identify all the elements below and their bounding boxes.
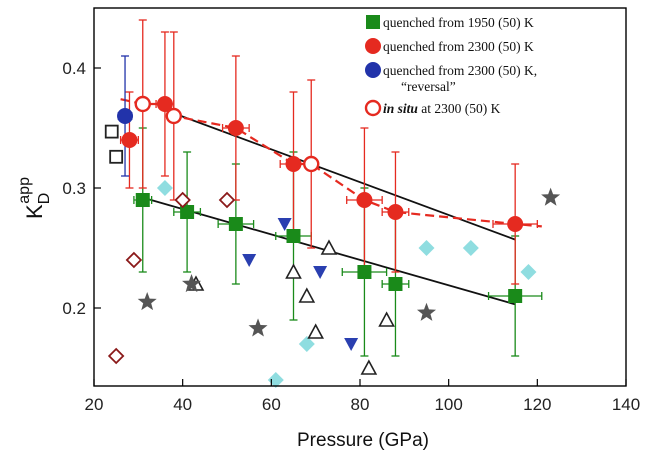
data-point-circle xyxy=(356,192,373,208)
x-axis-title: Pressure (GPa) xyxy=(297,430,429,451)
data-point-open-square xyxy=(104,124,119,139)
y-tick-label: 0.3 xyxy=(62,179,86,198)
x-tick-label: 60 xyxy=(262,395,281,414)
data-point-open-triangle xyxy=(285,263,302,279)
data-point-open-circle xyxy=(134,95,151,113)
data-point-triangle-down xyxy=(344,338,359,351)
data-point-star xyxy=(416,302,437,321)
legend-marker-open-circle xyxy=(364,99,382,117)
legend-entry-text: in situ at 2300 (50) K xyxy=(383,101,501,116)
data-point-square xyxy=(508,289,523,303)
markers-layer xyxy=(104,95,561,388)
data-point-circle xyxy=(117,108,134,124)
legend-entry-text-line2: “reversal” xyxy=(401,79,456,94)
data-point-circle xyxy=(507,216,524,232)
data-point-circle xyxy=(285,156,302,172)
data-point-square xyxy=(357,265,372,279)
legend-entry-text: quenched from 2300 (50) K, xyxy=(383,63,537,78)
x-tick-label: 40 xyxy=(173,395,192,414)
data-point-open-triangle xyxy=(360,359,378,375)
data-point-open-diamond xyxy=(125,251,143,269)
data-point-open-diamond xyxy=(107,347,125,365)
data-point-diamond xyxy=(418,240,435,256)
data-point-square xyxy=(286,229,301,243)
y-tick-label: 0.2 xyxy=(62,299,86,318)
data-point-square xyxy=(135,193,150,207)
data-point-triangle-down xyxy=(242,254,257,267)
data-point-circle xyxy=(156,96,173,112)
data-point-open-triangle xyxy=(307,323,325,339)
data-point-open-triangle xyxy=(378,311,395,327)
legend-entry-text: quenched from 1950 (50) K xyxy=(383,15,534,30)
data-point-diamond xyxy=(520,264,537,280)
legend-marker-circle xyxy=(365,62,381,78)
data-point-open-triangle xyxy=(298,287,316,303)
x-tick-label: 120 xyxy=(523,395,551,414)
data-point-circle xyxy=(387,204,404,220)
data-point-diamond xyxy=(156,180,173,196)
legend-entry-text: quenched from 2300 (50) K xyxy=(383,39,534,54)
x-tick-label: 80 xyxy=(351,395,370,414)
data-point-star xyxy=(137,292,157,311)
data-point-diamond xyxy=(462,240,479,256)
y-tick-label: 0.4 xyxy=(62,59,86,78)
ticks-layer: 20 40 60 80 100 120 140 0.2 0.3 0.4 xyxy=(62,59,640,414)
data-point-square xyxy=(180,205,195,219)
x-tick-label: 20 xyxy=(85,395,104,414)
svg-text:KDapp: KDapp xyxy=(16,177,53,219)
data-point-triangle-down xyxy=(277,218,292,231)
data-point-open-diamond xyxy=(174,191,191,209)
legend-marker-circle xyxy=(365,38,381,54)
y-axis-title-sup: app xyxy=(16,177,33,204)
legend-marker-square xyxy=(366,15,380,29)
fit-line-2 xyxy=(164,109,516,241)
y-axis-title: KDapp xyxy=(16,177,53,219)
y-axis-title-sub: D xyxy=(36,193,53,205)
x-tick-label: 100 xyxy=(434,395,462,414)
data-point-circle xyxy=(121,132,138,148)
y-axis-title-main: K xyxy=(22,204,47,219)
data-point-open-circle xyxy=(303,155,320,173)
data-point-square xyxy=(228,217,243,231)
legend: quenched from 1950 (50) K quenched from 2… xyxy=(364,15,537,117)
data-point-triangle-down xyxy=(313,266,328,279)
data-point-circle xyxy=(227,120,244,136)
data-point-star xyxy=(248,318,268,337)
data-point-square xyxy=(388,277,403,291)
data-point-open-diamond xyxy=(218,191,236,209)
data-point-star xyxy=(182,274,202,293)
data-point-open-circle xyxy=(165,107,183,125)
data-point-open-triangle xyxy=(320,239,338,255)
data-point-open-square xyxy=(109,149,124,164)
data-point-diamond xyxy=(298,336,315,352)
x-tick-label: 140 xyxy=(612,395,640,414)
data-point-star xyxy=(541,187,561,206)
